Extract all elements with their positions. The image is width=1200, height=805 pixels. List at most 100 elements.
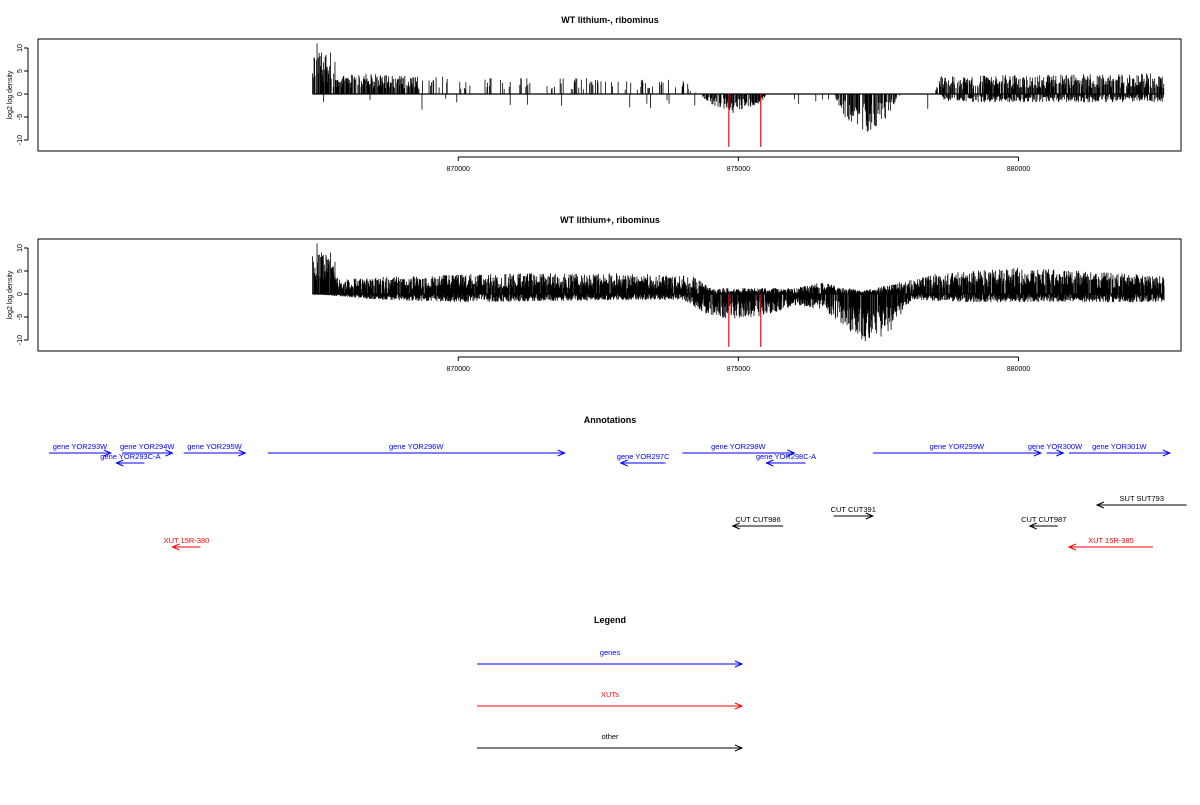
feature-arrow: gene YOR293C-A xyxy=(100,452,161,467)
panel-title: WT lithium+, ribominus xyxy=(560,215,660,225)
x-tick-label: 870000 xyxy=(447,366,470,373)
y-tick-label: -10 xyxy=(17,135,24,145)
feature-label: CUT CUT391 xyxy=(831,505,876,514)
feature-label: XUT 15R-385 xyxy=(1088,536,1134,545)
feature-arrow: gene YOR297C xyxy=(617,452,670,467)
feature-arrow: CUT CUT987 xyxy=(1021,515,1066,530)
arrow-head xyxy=(865,512,875,520)
feature-label: gene YOR294W xyxy=(120,442,175,451)
legend-item: XUTs xyxy=(477,690,744,710)
y-tick-label: 10 xyxy=(17,244,24,252)
feature-label: gene YOR297C xyxy=(617,452,670,461)
legend-label: XUTs xyxy=(601,690,619,699)
feature-arrow: XUT 15R-380 xyxy=(164,536,210,551)
feature-label: gene YOR301W xyxy=(1092,442,1147,451)
y-tick-label: 0 xyxy=(17,292,24,296)
arrow-head xyxy=(765,459,774,467)
y-tick-label: 0 xyxy=(17,92,24,96)
minus-bars-path xyxy=(323,94,1164,132)
feature-arrow: gene YOR293W xyxy=(49,442,113,457)
legend-title: Legend xyxy=(594,615,626,625)
arrow-head xyxy=(171,543,180,551)
feature-arrow: gene YOR301W xyxy=(1068,442,1172,457)
arrow-head xyxy=(115,459,124,467)
plot-frame xyxy=(37,238,1182,352)
feature-label: SUT SUT793 xyxy=(1120,494,1164,503)
panel-lithium-plus: WT lithium+, ribominus log2 log density … xyxy=(7,215,1182,373)
legend-label: genes xyxy=(600,648,621,657)
legend-arrow-head xyxy=(734,660,744,668)
feature-arrow: CUT CUT986 xyxy=(731,515,784,530)
y-tick-label: -5 xyxy=(17,114,24,120)
minus-bars-path xyxy=(312,294,1165,342)
feature-label: gene YOR298W xyxy=(711,442,766,451)
annotations-title: Annotations xyxy=(584,415,637,425)
arrow-head xyxy=(557,449,566,457)
arrow-head xyxy=(165,449,174,457)
feature-label: gene YOR296W xyxy=(389,442,444,451)
feature-arrow: gene YOR299W xyxy=(872,442,1043,457)
x-tick-label: 870000 xyxy=(447,166,470,173)
x-tick-label: 880000 xyxy=(1007,166,1030,173)
plus-strand-bars xyxy=(312,43,1165,94)
plus-bars-path xyxy=(312,43,1165,94)
arrow-head xyxy=(1033,449,1043,457)
feature-label: CUT CUT986 xyxy=(735,515,780,524)
legend-arrow-head xyxy=(734,744,744,752)
red-markers xyxy=(728,294,762,347)
feature-arrow: gene YOR295W xyxy=(183,442,247,457)
arrow-head xyxy=(238,449,247,457)
feature-arrow: gene YOR298C-A xyxy=(756,452,816,467)
feature-label: gene YOR300W xyxy=(1028,442,1083,451)
y-axis: 10 5 0 -5 -10 xyxy=(17,44,29,145)
panel-title: WT lithium-, ribominus xyxy=(561,15,659,25)
arrow-head xyxy=(103,449,113,457)
feature-label: CUT CUT987 xyxy=(1021,515,1066,524)
y-tick-label: 5 xyxy=(17,269,24,273)
x-tick-label: 875000 xyxy=(727,366,750,373)
panel-lithium-minus: WT lithium-, ribominus log2 log density … xyxy=(7,15,1182,173)
feature-arrow: CUT CUT391 xyxy=(831,505,876,520)
y-axis-label: log2 log density xyxy=(7,270,14,319)
y-tick-label: 5 xyxy=(17,69,24,73)
plus-bars-path xyxy=(312,243,1165,294)
feature-label: gene YOR298C-A xyxy=(756,452,816,461)
feature-arrow: gene YOR294W xyxy=(120,442,175,457)
arrow-head xyxy=(1095,501,1105,509)
feature-arrow: gene YOR298W xyxy=(682,442,796,457)
x-axis: 870000 875000 880000 xyxy=(447,356,1030,373)
legend-item: genes xyxy=(477,648,744,668)
x-axis: 870000 875000 880000 xyxy=(447,156,1030,173)
legend-items: genes XUTs other xyxy=(477,648,744,752)
y-axis: 10 5 0 -5 -10 xyxy=(17,244,29,345)
feature-arrow: gene YOR296W xyxy=(267,442,566,457)
x-tick-label: 880000 xyxy=(1007,366,1030,373)
minus-strand-bars xyxy=(312,294,1165,342)
legend-item: other xyxy=(477,732,744,752)
plot-frame xyxy=(37,38,1182,152)
legend: Legend genes XUTs other xyxy=(477,615,744,752)
feature-arrow: SUT SUT793 xyxy=(1095,494,1187,509)
arrow-head xyxy=(1028,522,1037,530)
feature-label: gene YOR295W xyxy=(187,442,242,451)
y-tick-label: -10 xyxy=(17,335,24,345)
feature-label: gene YOR293C-A xyxy=(100,452,160,461)
legend-label: other xyxy=(601,732,619,741)
feature-label: XUT 15R-380 xyxy=(164,536,210,545)
feature-label: gene YOR293W xyxy=(53,442,108,451)
red-markers xyxy=(728,94,762,147)
arrow-head xyxy=(619,459,628,467)
minus-strand-bars xyxy=(323,94,1164,132)
feature-arrow: gene YOR300W xyxy=(1028,442,1083,457)
arrow-head xyxy=(731,522,740,530)
arrow-head xyxy=(1056,449,1065,457)
arrow-head xyxy=(1162,449,1172,457)
feature-arrow: XUT 15R-385 xyxy=(1067,536,1153,551)
plus-strand-bars xyxy=(312,243,1165,294)
y-tick-label: 10 xyxy=(17,44,24,52)
arrow-head xyxy=(787,449,796,457)
y-tick-label: -5 xyxy=(17,314,24,320)
arrow-head xyxy=(1067,543,1077,551)
